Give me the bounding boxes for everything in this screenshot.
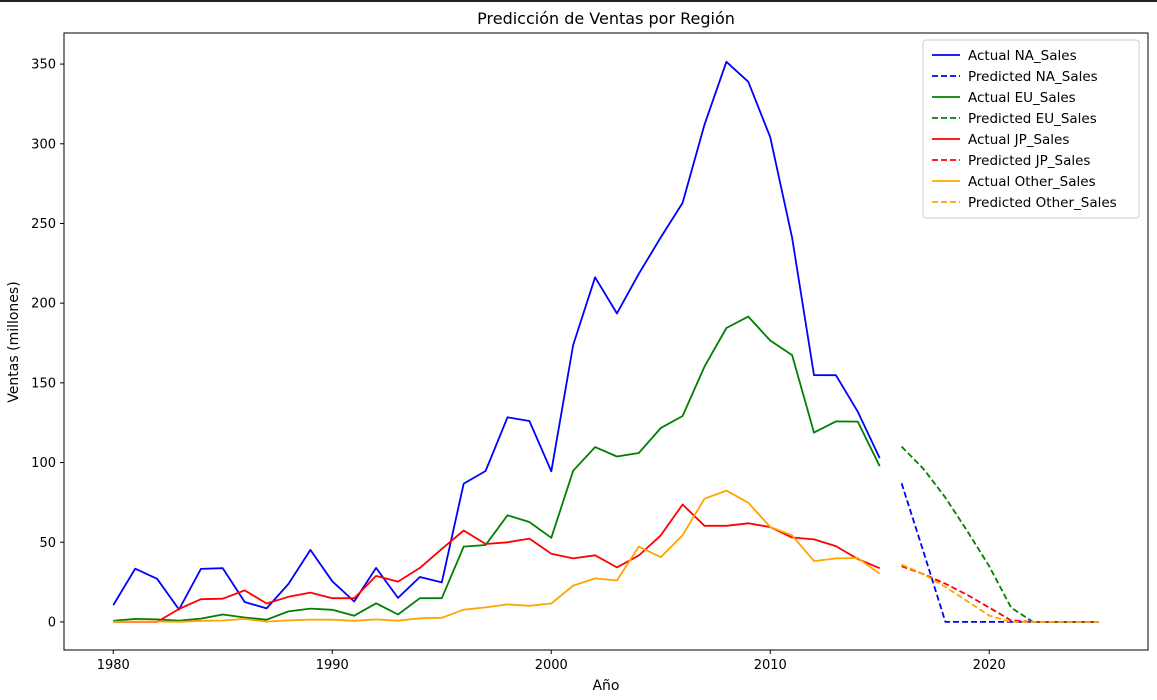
series-line-predicted-other-sales [901,563,1099,623]
series-line-actual-eu-sales [113,315,881,622]
y-tick-label: 100 [31,456,56,471]
y-tick-label: 150 [31,376,56,391]
legend: Actual NA_Sales Predicted NA_Sales Actual … [922,39,1140,219]
plot-frame [63,32,1149,651]
x-tick-label: 1980 [97,658,130,673]
y-axis-label: Ventas (millones) [6,281,22,402]
x-axis-label: Año [592,678,619,694]
legend-entry-label: Predicted NA_Sales [968,69,1098,85]
x-tick-label: 2010 [754,658,787,673]
y-tick-label: 250 [31,217,56,232]
y-tick-label: 0 [48,615,56,630]
plot-area [112,60,1099,623]
x-tick-label: 2020 [973,658,1006,673]
legend-entry-label: Actual JP_Sales [968,132,1069,148]
series-line-predicted-eu-sales [900,445,1099,623]
y-tick-label: 50 [39,536,56,551]
chart-title: Predicción de Ventas por Región [477,9,735,28]
legend-box [922,39,1140,219]
legend-entry-label: Actual Other_Sales [968,174,1096,190]
axes: 1980 1990 2000 2010 2020 0 50 100 150 200 250 300 35… [31,58,1006,673]
series-line-predicted-na-sales [900,483,1099,623]
legend-entry-label: Predicted JP_Sales [968,153,1090,169]
x-tick-label: 2000 [535,658,568,673]
series-line-actual-jp-sales [113,503,881,623]
x-tick-label: 1990 [316,658,349,673]
y-tick-label: 300 [31,137,56,152]
legend-entry-label: Actual EU_Sales [968,90,1076,106]
legend-entry-label: Predicted Other_Sales [968,195,1117,211]
legend-entry-label: Predicted EU_Sales [968,111,1097,127]
y-tick-label: 350 [31,58,56,73]
window-top-border [0,0,1157,2]
series-line-actual-other-sales [113,489,881,623]
legend-entry-label: Actual NA_Sales [968,48,1077,64]
series-line-actual-na-sales [112,60,881,611]
y-tick-label: 200 [31,297,56,312]
series-line-predicted-jp-sales [901,565,1099,623]
